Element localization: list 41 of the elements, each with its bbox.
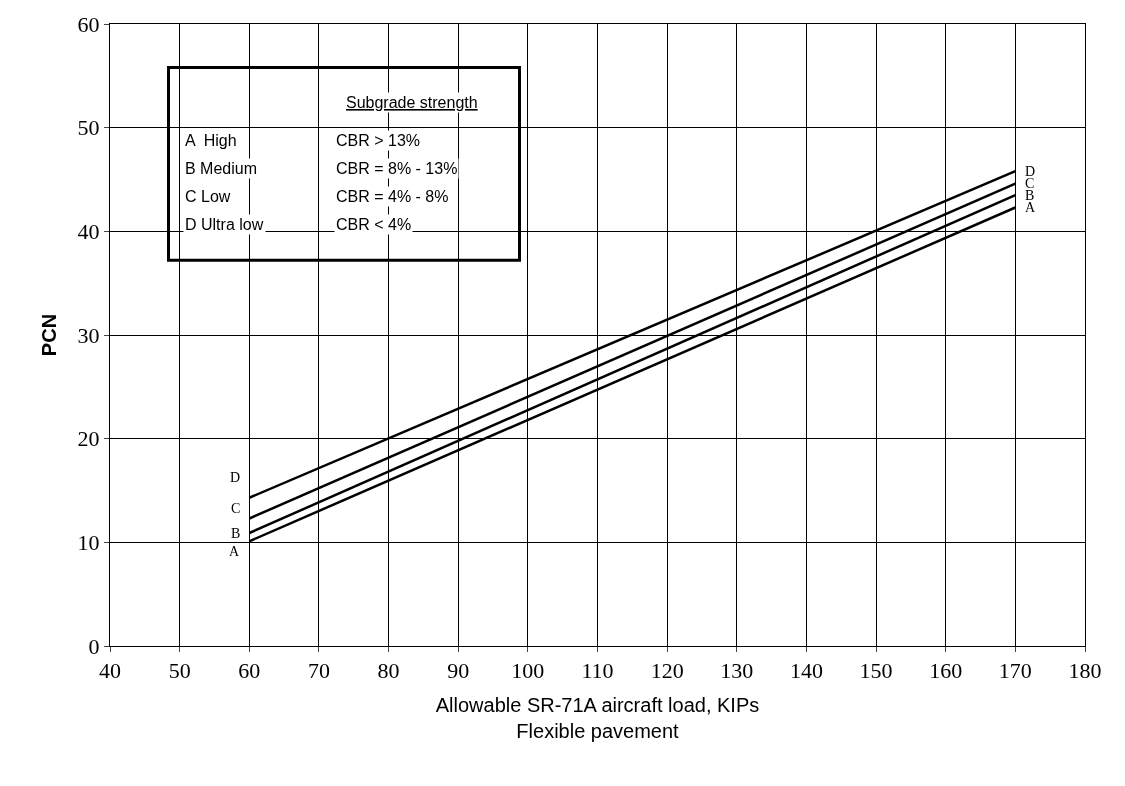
series-label: D — [1025, 164, 1036, 179]
annotation: CBR = 8% - 13% — [336, 160, 458, 177]
text: C — [1025, 176, 1035, 191]
x-tick-label: 50 — [168, 658, 191, 684]
series-label: B — [231, 526, 241, 541]
y-axis-title: PCN — [38, 313, 61, 357]
x-tick-label: 90 — [447, 658, 470, 684]
annotation: A High — [185, 132, 237, 149]
x-tick-label: 120 — [650, 658, 684, 684]
y-tick-label: 40 — [77, 219, 100, 245]
x-tick-label: 150 — [859, 658, 893, 684]
annotation: CBR < 4% — [336, 216, 412, 233]
x-tick-label: 140 — [789, 658, 823, 684]
x-tick-label: 40 — [99, 658, 121, 684]
x-axis-title: Allowable SR-71A aircraft load, KIPs Flexible pavement — [435, 693, 760, 742]
text: B — [1025, 188, 1035, 203]
x-tick-label: 80 — [377, 658, 400, 684]
y-tick-label: 50 — [77, 115, 100, 141]
x-tick-label: 130 — [720, 658, 754, 684]
text: A — [229, 544, 240, 559]
x-tick-label: 160 — [929, 658, 963, 684]
x-tick-label: 70 — [307, 658, 330, 684]
y-tick-label: 30 — [77, 322, 100, 348]
y-tick-label: 10 — [77, 530, 100, 556]
annotation: Subgrade strength — [346, 94, 478, 111]
y-tick-label: 20 — [77, 426, 100, 452]
x-tick-label: 100 — [511, 658, 545, 684]
annotation: B Medium — [185, 160, 258, 177]
annotation: CBR = 4% - 8% — [336, 188, 449, 205]
y-tick-label: 0 — [88, 633, 100, 659]
series-label: C — [231, 501, 241, 516]
x-tick-label: 110 — [581, 658, 614, 684]
annotation: CBR > 13% — [336, 132, 421, 149]
text: D — [230, 470, 241, 485]
x-tick-label: 180 — [1068, 658, 1102, 684]
series-label: A — [1025, 200, 1036, 215]
annotation: C Low — [185, 188, 231, 205]
x-tick-label: 60 — [238, 658, 261, 684]
annotation: D Ultra low — [185, 216, 264, 233]
y-tick-label: 60 — [77, 11, 100, 37]
x-tick-label: 170 — [998, 658, 1032, 684]
